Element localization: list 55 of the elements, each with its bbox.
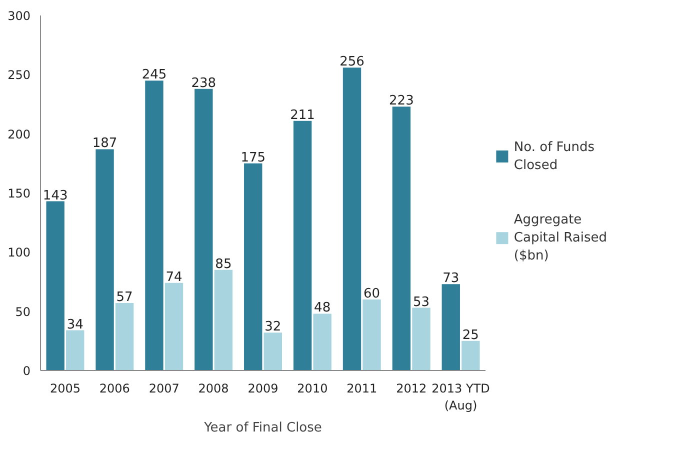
data-label: 25 [462,328,479,343]
x-axis-title: Year of Final Close [203,420,322,436]
y-tick-label: 150 [8,186,30,200]
bar [164,282,184,370]
bar [96,149,114,370]
bar [313,314,332,370]
x-tick-label: 2008 [198,382,229,396]
bar [462,340,480,370]
data-label: 74 [166,270,182,285]
data-label: 223 [389,94,414,109]
data-label: 238 [191,76,216,91]
x-tick-label: 2011 [346,382,378,396]
bar [362,300,381,370]
bar [66,330,84,370]
data-label: 175 [240,150,266,166]
bar [264,332,282,370]
x-tick-label: 2010 [297,382,328,396]
bar [412,308,430,370]
data-label: 245 [142,68,167,83]
y-tick-label: 200 [8,127,30,142]
bar [442,284,460,370]
legend-label: Aggregate Capital Raised ($bn) [514,212,607,264]
bar [392,106,411,370]
data-label: 53 [412,294,430,310]
data-label: 211 [290,108,315,123]
bar [115,303,134,370]
data-label: 57 [116,290,133,306]
data-label: 48 [314,300,331,316]
bar [46,201,64,370]
bar [244,163,262,370]
bar [342,68,362,370]
data-label: 143 [42,188,68,204]
x-tick-label: 2013 YTD (Aug) [432,382,490,412]
data-label: 60 [364,286,380,302]
data-label: 256 [340,54,364,70]
y-tick-label: 50 [15,304,31,319]
data-label: 187 [92,136,118,152]
bar [145,80,164,370]
legend-label: No. of Funds Closed [514,140,595,173]
bar [214,270,233,370]
y-tick-label: 300 [8,9,30,23]
x-tick-label: 2009 [248,382,278,396]
data-label: 34 [66,317,84,332]
data-label: 73 [442,271,460,286]
x-tick-label: 2007 [148,382,180,396]
data-label: 32 [264,320,282,335]
x-tick-label: 2006 [99,382,130,396]
data-label: 85 [215,256,232,272]
bar [293,120,312,370]
x-tick-label: 2005 [50,382,80,396]
y-tick-label: 0 [22,364,31,378]
y-tick-label: 250 [8,68,30,82]
x-tick-label: 2012 [396,382,427,396]
bar [194,88,213,370]
y-tick-label: 100 [8,246,30,260]
